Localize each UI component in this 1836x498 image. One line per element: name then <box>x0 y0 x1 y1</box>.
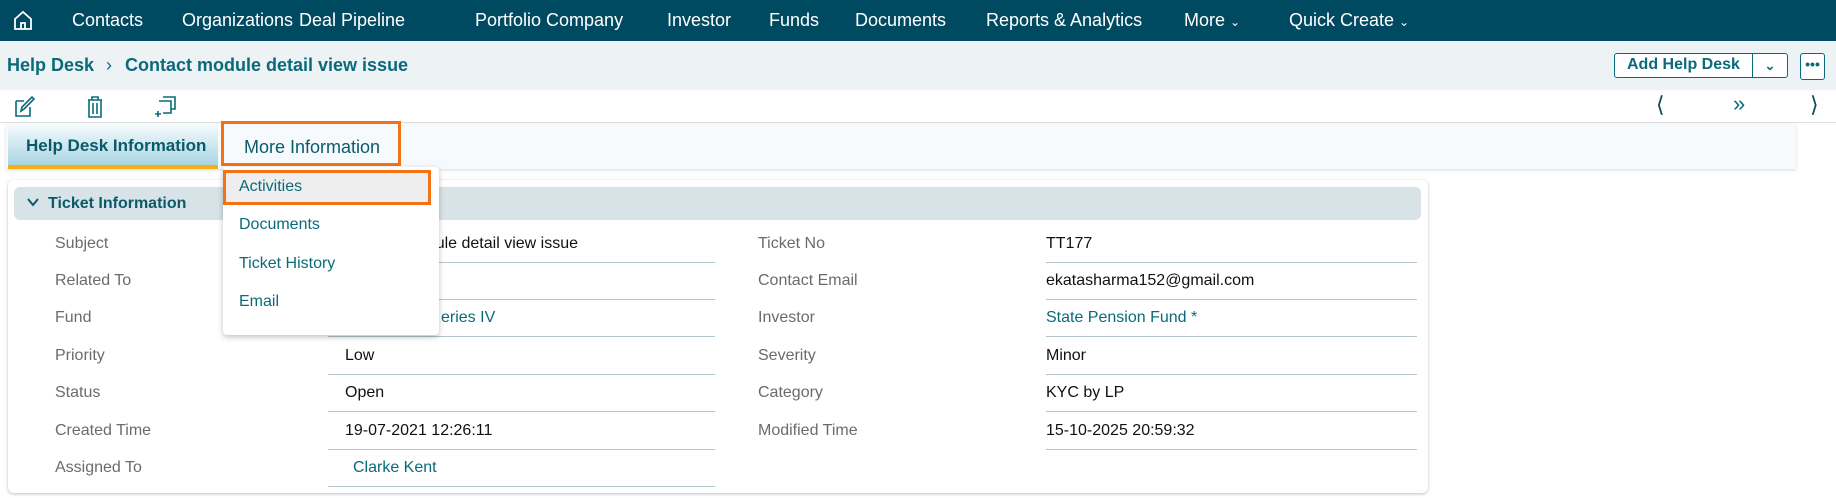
field-value-contact-email: ekatasharma152@gmail.com <box>1046 266 1417 300</box>
previous-record-icon[interactable]: ⟨ <box>1656 92 1665 117</box>
nav-deal-pipeline[interactable]: Deal Pipeline <box>299 10 406 30</box>
dropdown-item-ticket-history[interactable]: Ticket History <box>239 255 336 272</box>
field-label-status: Status <box>55 384 101 401</box>
field-value-severity: Minor <box>1046 341 1417 375</box>
next-record-icon[interactable]: ⟩ <box>1810 92 1819 117</box>
page-title: Contact module detail view issue <box>125 55 409 75</box>
nav-funds[interactable]: Funds <box>769 10 820 30</box>
nav-investor[interactable]: Investor <box>667 10 732 30</box>
more-actions-button[interactable]: ••• <box>1800 53 1825 80</box>
field-label-related-to: Related To <box>55 272 132 289</box>
field-label-subject: Subject <box>55 235 109 252</box>
tab-more-information[interactable]: More Information <box>221 121 401 166</box>
nav-quick-create-label: Quick Create <box>1289 10 1395 30</box>
chevron-down-icon: ⌄ <box>1230 15 1241 29</box>
chevron-down-icon: ⌄ <box>1399 15 1410 29</box>
field-label-assigned-to: Assigned To <box>55 459 142 476</box>
field-label-priority: Priority <box>55 347 105 364</box>
field-value-related-to <box>328 266 715 300</box>
dropdown-item-email[interactable]: Email <box>239 293 280 310</box>
field-value-investor[interactable]: State Pension Fund * <box>1046 303 1417 337</box>
chevron-down-icon <box>27 198 39 207</box>
nav-contacts[interactable]: Contacts <box>72 10 144 30</box>
breadcrumb-bar: Help Desk › Contact module detail view i… <box>0 41 1836 90</box>
nav-organizations[interactable]: Organizations <box>182 10 294 30</box>
field-value-category: KYC by LP <box>1046 378 1417 412</box>
nav-documents[interactable]: Documents <box>855 10 947 30</box>
dropdown-item-documents[interactable]: Documents <box>239 216 320 233</box>
field-label-fund: Fund <box>55 309 92 326</box>
field-value-modified-time: 15-10-2025 20:59:32 <box>1046 416 1417 450</box>
tab-help-desk-information[interactable]: Help Desk Information <box>8 124 218 169</box>
field-label-severity: Severity <box>758 347 816 364</box>
section-title: Ticket Information <box>48 195 187 212</box>
field-value-priority: Low <box>328 341 715 375</box>
field-value-ticket-no: TT177 <box>1046 229 1417 263</box>
dropdown-highlight <box>223 170 431 205</box>
field-label-modified-time: Modified Time <box>758 422 858 439</box>
more-information-dropdown: Activities Documents Ticket History Emai… <box>223 167 439 335</box>
field-value-created-time: 19-07-2021 12:26:11 <box>328 416 715 450</box>
top-nav: Contacts Organizations Deal Pipeline Por… <box>0 0 1836 41</box>
field-value-fund[interactable]: eries IV <box>328 303 715 337</box>
toolbar: ⟨ » ⟩ <box>0 90 1836 123</box>
home-icon[interactable] <box>12 9 34 31</box>
jump-records-icon[interactable]: » <box>1733 91 1746 116</box>
add-help-desk-button[interactable]: Add Help Desk <box>1615 54 1753 77</box>
field-value-status: Open <box>328 378 715 412</box>
field-label-category: Category <box>758 384 823 401</box>
delete-icon[interactable] <box>83 95 107 119</box>
nav-quick-create[interactable]: Quick Create ⌄ <box>1289 10 1409 31</box>
field-label-ticket-no: Ticket No <box>758 235 825 252</box>
breadcrumb-module[interactable]: Help Desk <box>7 55 95 75</box>
duplicate-icon[interactable] <box>154 95 178 119</box>
field-label-created-time: Created Time <box>55 422 152 439</box>
nav-more-label: More <box>1184 10 1226 30</box>
dropdown-item-activities[interactable]: Activities <box>239 178 303 195</box>
nav-portfolio-company[interactable]: Portfolio Company <box>475 10 624 30</box>
nav-reports-analytics[interactable]: Reports & Analytics <box>986 10 1143 30</box>
field-label-contact-email: Contact Email <box>758 272 858 289</box>
chevron-right-icon: › <box>106 55 112 75</box>
add-dropdown-chevron-icon[interactable]: ⌄ <box>1764 58 1776 73</box>
field-value-assigned-to[interactable]: Clarke Kent <box>328 453 715 487</box>
field-label-investor: Investor <box>758 309 815 326</box>
nav-more[interactable]: More ⌄ <box>1184 10 1240 31</box>
add-help-desk-group: Add Help Desk ⌄ <box>1614 53 1788 78</box>
edit-icon[interactable] <box>12 95 36 119</box>
